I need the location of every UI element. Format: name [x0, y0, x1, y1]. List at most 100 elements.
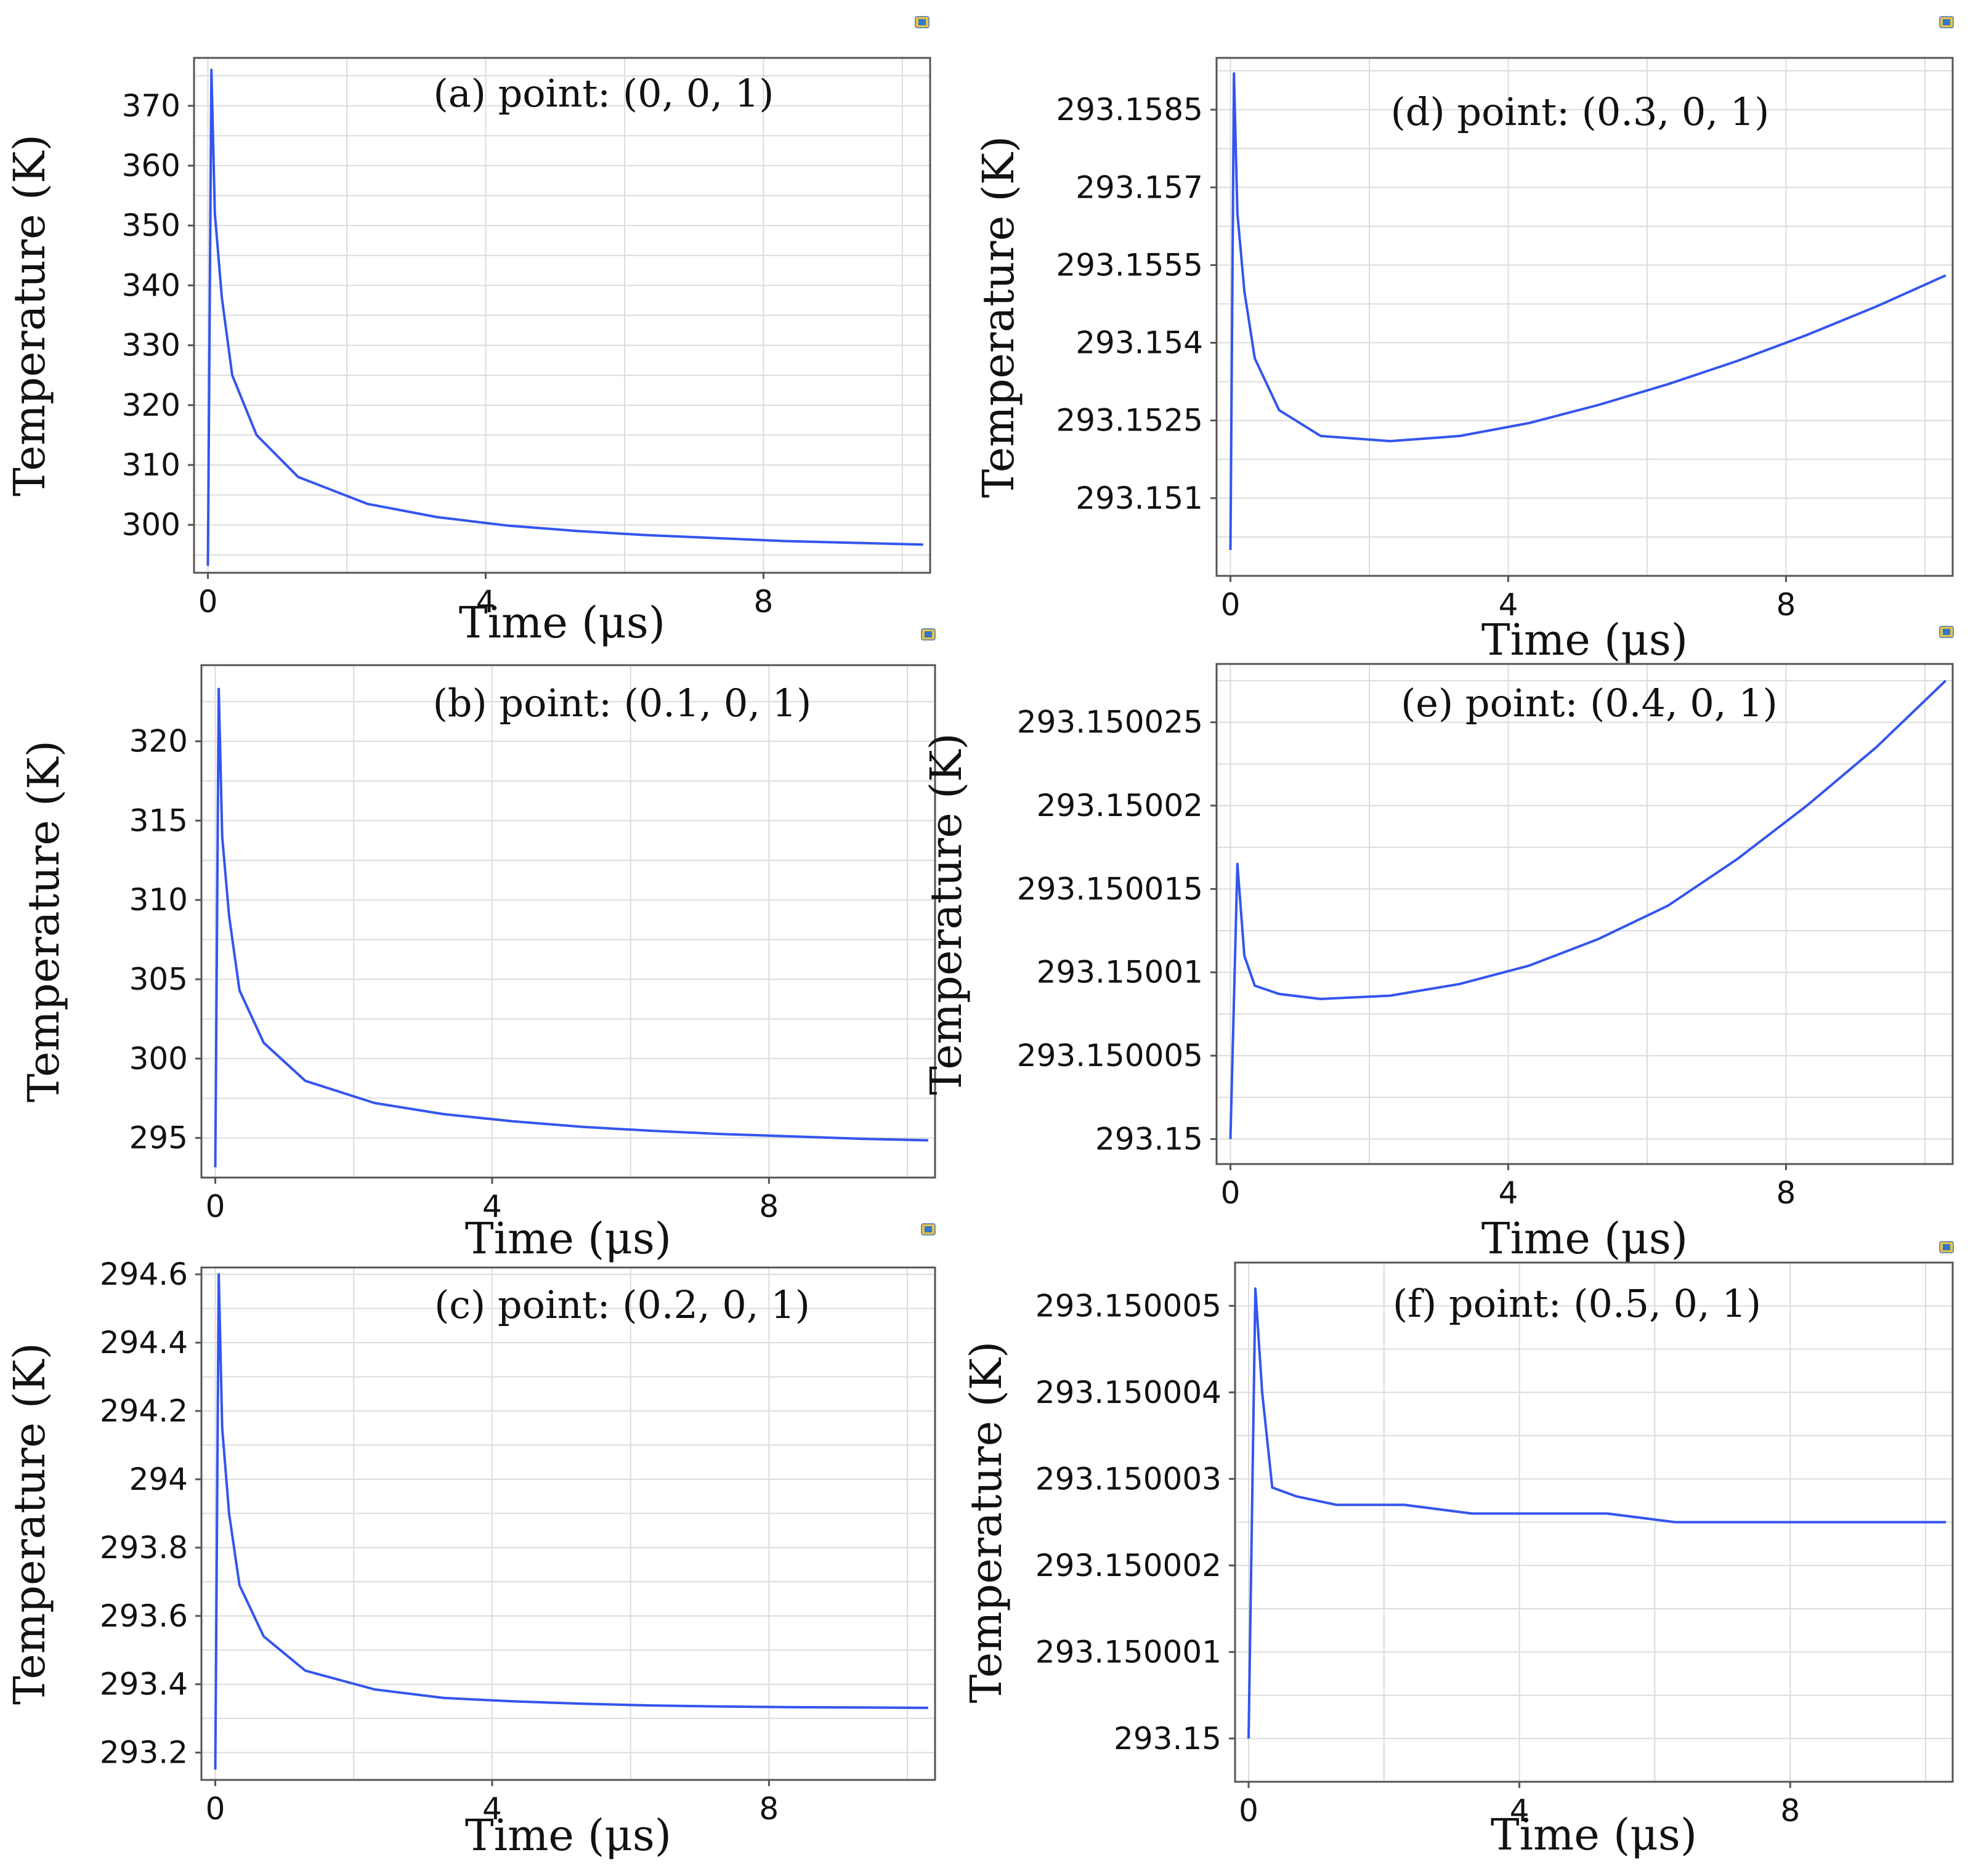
y-axis-label: Temperature (K) — [973, 136, 1024, 498]
y-tick-label: 294.2 — [100, 1393, 188, 1429]
x-tick-label: 8 — [1777, 587, 1796, 623]
expand-icon[interactable] — [1939, 16, 1954, 28]
chart-panel-a: 300 310 320 330 340 350 360 370 0 4 8 (a) point: (0… — [4, 16, 931, 648]
y-tick-label: 293.150025 — [1017, 705, 1203, 740]
x-tick-label: 4 — [1499, 587, 1518, 623]
y-tick-label: 370 — [122, 88, 180, 124]
plot-frame — [1234, 1261, 1954, 1783]
x-axis-label: Time (μs) — [1481, 1213, 1688, 1264]
x-tick-label: 0 — [206, 1791, 225, 1827]
chart-panel-d: 293.151 293.1525 293.154 293.1555 293.157 293… — [973, 16, 1954, 665]
chart-panel-e: 293.15 293.150005 293.15001 293.150015 293.1… — [921, 626, 1954, 1264]
chart-title: (b) point: (0.1, 0, 1) — [433, 681, 812, 726]
y-axis-label: Temperature (K) — [921, 733, 971, 1095]
x-tick-label: 8 — [759, 1189, 779, 1224]
expand-icon[interactable] — [1939, 1241, 1954, 1253]
y-tick-label: 293.4 — [100, 1667, 188, 1702]
y-tick-label: 293.15 — [1114, 1721, 1221, 1757]
y-tick-label: 293.150015 — [1017, 871, 1203, 907]
x-tick-label: 0 — [1221, 587, 1241, 623]
x-tick-label: 4 — [482, 1791, 502, 1827]
series-line-e — [1229, 679, 1947, 1139]
x-axis-label: Time (μs) — [465, 1213, 671, 1264]
y-tick-label: 293.1555 — [1056, 247, 1203, 283]
chart-title: (f) point: (0.5, 0, 1) — [1393, 1281, 1761, 1326]
y-tick-label: 315 — [129, 803, 188, 838]
chart-title: (c) point: (0.2, 0, 1) — [434, 1282, 810, 1327]
y-tick-label: 294.6 — [100, 1256, 188, 1292]
y-tick-label: 310 — [129, 882, 188, 918]
x-tick-label: 8 — [1777, 1175, 1796, 1211]
y-axis-label: Temperature (K) — [4, 1343, 55, 1705]
y-tick-label: 293.154 — [1076, 325, 1203, 361]
y-tick-label: 320 — [129, 724, 188, 759]
y-axis-label: Temperature (K) — [4, 134, 55, 496]
x-tick-label: 4 — [482, 1189, 502, 1224]
y-tick-label: 293.8 — [100, 1530, 188, 1566]
y-tick-label: 340 — [122, 267, 180, 303]
y-tick-label: 300 — [122, 507, 180, 543]
plot-frame — [200, 1266, 936, 1781]
x-tick-label: 0 — [1239, 1793, 1258, 1829]
y-tick-label: 293.150001 — [1035, 1634, 1221, 1670]
chart-panel-f: 293.15 293.150001 293.150002 293.150003 293.… — [961, 1241, 1954, 1860]
x-axis-label: Time (μs) — [1481, 615, 1688, 665]
y-tick-label: 330 — [122, 328, 180, 363]
y-tick-label: 293.151 — [1076, 480, 1203, 516]
y-tick-label: 293.2 — [100, 1735, 188, 1771]
y-tick-label: 294 — [129, 1462, 188, 1497]
y-tick-label: 293.1525 — [1056, 403, 1203, 439]
series-line-f — [1247, 1287, 1946, 1739]
x-tick-label: 8 — [754, 584, 774, 620]
plot-area — [1217, 58, 1953, 576]
x-axis-label: Time (μs) — [459, 597, 665, 648]
y-tick-label: 300 — [129, 1041, 188, 1077]
y-tick-label: 293.150005 — [1017, 1038, 1203, 1073]
series-line-c — [214, 1273, 928, 1770]
x-tick-label: 8 — [1780, 1793, 1800, 1829]
series-line-b — [214, 687, 928, 1168]
x-tick-label: 0 — [206, 1189, 225, 1224]
chart-panel-b: 295 300 305 310 315 320 0 4 8 (b) point: (0.1, 0,… — [18, 628, 936, 1264]
y-tick-label: 293.150003 — [1035, 1461, 1221, 1497]
plot-area — [201, 665, 935, 1178]
y-axis-label: Temperature (K) — [18, 740, 69, 1102]
y-axis-label: Temperature (K) — [961, 1341, 1011, 1704]
series-line-a — [206, 68, 923, 566]
chart-panel-c: 293.2 293.4 293.6 293.8 294 294.2 294.4 294.6 0 4… — [4, 1223, 936, 1861]
expand-icon[interactable] — [1939, 626, 1954, 638]
y-tick-label: 293.15002 — [1037, 788, 1203, 823]
plot-area — [201, 1268, 935, 1780]
chart-title: (a) point: (0, 0, 1) — [434, 71, 774, 116]
x-tick-label: 4 — [1510, 1793, 1529, 1829]
chart-title: (e) point: (0.4, 0, 1) — [1401, 681, 1778, 726]
y-tick-label: 293.15001 — [1037, 955, 1203, 990]
y-tick-label: 293.157 — [1076, 169, 1203, 205]
expand-icon[interactable] — [921, 628, 936, 641]
x-axis-label: Time (μs) — [1491, 1809, 1697, 1860]
y-tick-label: 350 — [122, 208, 180, 243]
y-tick-label: 310 — [122, 447, 180, 483]
y-tick-label: 295 — [129, 1120, 188, 1156]
series-line-d — [1229, 72, 1947, 551]
plot-area — [1217, 664, 1953, 1164]
x-tick-label: 4 — [476, 584, 496, 620]
chart-title: (d) point: (0.3, 0, 1) — [1391, 89, 1770, 134]
x-tick-label: 0 — [198, 584, 218, 620]
x-tick-label: 0 — [1221, 1175, 1241, 1211]
plot-frame — [193, 57, 931, 574]
plot-frame — [1215, 57, 1954, 577]
expand-icon[interactable] — [915, 16, 930, 28]
y-tick-label: 305 — [129, 961, 188, 997]
expand-icon[interactable] — [921, 1223, 936, 1235]
x-tick-label: 4 — [1499, 1175, 1518, 1211]
x-tick-label: 8 — [759, 1791, 779, 1827]
plot-frame — [1215, 663, 1954, 1165]
y-tick-label: 320 — [122, 387, 180, 423]
y-tick-label: 293.150004 — [1035, 1375, 1221, 1410]
y-tick-label: 293.15 — [1095, 1121, 1203, 1157]
y-tick-label: 293.6 — [100, 1598, 188, 1634]
plot-frame — [200, 664, 936, 1179]
y-tick-label: 293.150005 — [1035, 1288, 1221, 1324]
